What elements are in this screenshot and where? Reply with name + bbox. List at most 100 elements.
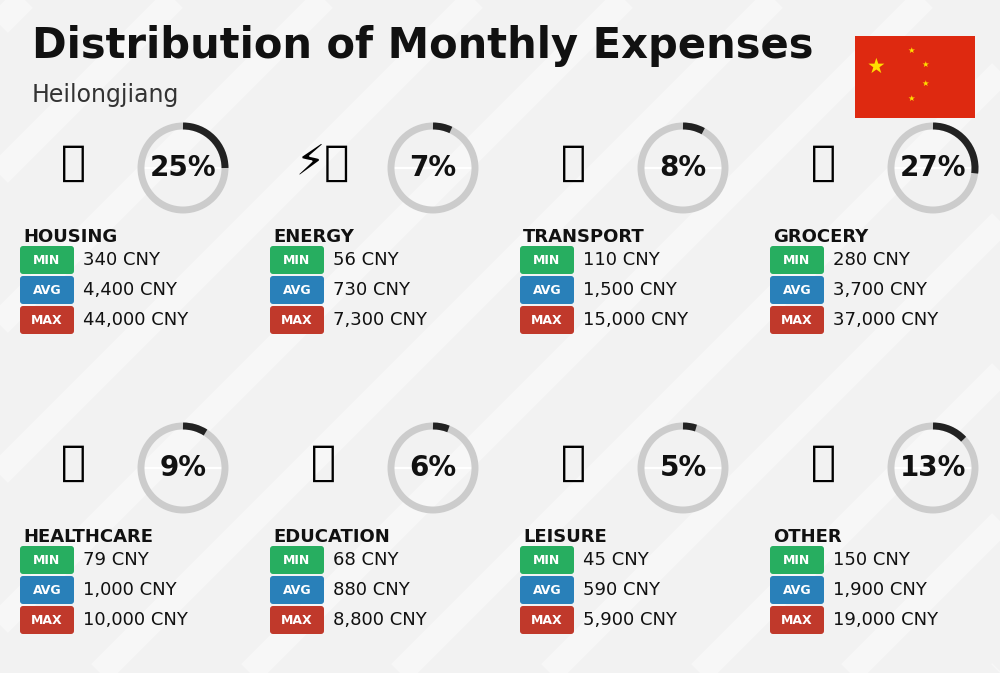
Text: AVG: AVG [33, 583, 61, 596]
Text: 1,900 CNY: 1,900 CNY [833, 581, 927, 599]
Text: 45 CNY: 45 CNY [583, 551, 649, 569]
Text: 110 CNY: 110 CNY [583, 251, 660, 269]
Text: GROCERY: GROCERY [773, 228, 868, 246]
FancyBboxPatch shape [20, 606, 74, 634]
Text: 5,900 CNY: 5,900 CNY [583, 611, 677, 629]
Text: 150 CNY: 150 CNY [833, 551, 910, 569]
Text: 🚌: 🚌 [560, 142, 586, 184]
Text: ENERGY: ENERGY [273, 228, 354, 246]
Text: TRANSPORT: TRANSPORT [523, 228, 645, 246]
Text: 9%: 9% [159, 454, 206, 482]
Text: 340 CNY: 340 CNY [83, 251, 160, 269]
FancyBboxPatch shape [770, 306, 824, 334]
FancyBboxPatch shape [520, 276, 574, 304]
Text: AVG: AVG [533, 583, 561, 596]
Text: MAX: MAX [531, 314, 563, 326]
Text: MAX: MAX [31, 614, 63, 627]
FancyBboxPatch shape [520, 606, 574, 634]
Text: 8,800 CNY: 8,800 CNY [333, 611, 427, 629]
Text: 1,000 CNY: 1,000 CNY [83, 581, 177, 599]
Text: LEISURE: LEISURE [523, 528, 607, 546]
FancyBboxPatch shape [270, 546, 324, 574]
Text: MAX: MAX [781, 314, 813, 326]
Text: 8%: 8% [659, 154, 707, 182]
Text: 590 CNY: 590 CNY [583, 581, 660, 599]
Text: MAX: MAX [281, 614, 313, 627]
FancyBboxPatch shape [770, 576, 824, 604]
FancyBboxPatch shape [20, 306, 74, 334]
Text: 27%: 27% [900, 154, 966, 182]
Text: MIN: MIN [533, 553, 561, 567]
FancyBboxPatch shape [770, 246, 824, 274]
FancyBboxPatch shape [270, 276, 324, 304]
Text: HEALTHCARE: HEALTHCARE [23, 528, 153, 546]
Text: 4,400 CNY: 4,400 CNY [83, 281, 177, 299]
FancyBboxPatch shape [520, 306, 574, 334]
Text: 44,000 CNY: 44,000 CNY [83, 311, 188, 329]
Text: 🎓: 🎓 [311, 442, 336, 484]
FancyBboxPatch shape [770, 276, 824, 304]
FancyBboxPatch shape [770, 606, 824, 634]
Text: 1,500 CNY: 1,500 CNY [583, 281, 677, 299]
Text: AVG: AVG [33, 283, 61, 297]
Text: ★: ★ [921, 60, 929, 69]
Text: AVG: AVG [783, 283, 811, 297]
Text: 37,000 CNY: 37,000 CNY [833, 311, 938, 329]
Text: MIN: MIN [33, 553, 61, 567]
Text: ⚡🏠: ⚡🏠 [296, 142, 350, 184]
Text: 💓: 💓 [60, 442, 86, 484]
Text: 880 CNY: 880 CNY [333, 581, 410, 599]
FancyBboxPatch shape [270, 246, 324, 274]
Text: EDUCATION: EDUCATION [273, 528, 390, 546]
Text: 68 CNY: 68 CNY [333, 551, 398, 569]
Text: ★: ★ [907, 46, 915, 55]
Text: Distribution of Monthly Expenses: Distribution of Monthly Expenses [32, 25, 814, 67]
Text: AVG: AVG [283, 283, 311, 297]
FancyBboxPatch shape [270, 576, 324, 604]
FancyBboxPatch shape [855, 36, 975, 118]
FancyBboxPatch shape [20, 246, 74, 274]
FancyBboxPatch shape [520, 246, 574, 274]
Text: ★: ★ [907, 94, 915, 103]
Text: 🛍: 🛍 [560, 442, 586, 484]
Text: MAX: MAX [31, 314, 63, 326]
Text: MIN: MIN [533, 254, 561, 267]
Text: 25%: 25% [150, 154, 216, 182]
Text: AVG: AVG [533, 283, 561, 297]
Text: 730 CNY: 730 CNY [333, 281, 410, 299]
FancyBboxPatch shape [20, 276, 74, 304]
Text: 6%: 6% [409, 454, 457, 482]
Text: 🛒: 🛒 [810, 142, 836, 184]
Text: MIN: MIN [33, 254, 61, 267]
Text: Heilongjiang: Heilongjiang [32, 83, 179, 107]
Text: MIN: MIN [783, 553, 811, 567]
Text: 5%: 5% [659, 454, 707, 482]
Text: ★: ★ [921, 79, 929, 88]
Text: 10,000 CNY: 10,000 CNY [83, 611, 188, 629]
Text: ★: ★ [867, 57, 885, 77]
Text: 💰: 💰 [810, 442, 836, 484]
FancyBboxPatch shape [520, 546, 574, 574]
FancyBboxPatch shape [20, 576, 74, 604]
Text: 79 CNY: 79 CNY [83, 551, 149, 569]
Text: HOUSING: HOUSING [23, 228, 117, 246]
FancyBboxPatch shape [270, 606, 324, 634]
FancyBboxPatch shape [520, 576, 574, 604]
Text: OTHER: OTHER [773, 528, 842, 546]
Text: MIN: MIN [283, 553, 311, 567]
FancyBboxPatch shape [270, 306, 324, 334]
Text: AVG: AVG [783, 583, 811, 596]
Text: MAX: MAX [281, 314, 313, 326]
FancyBboxPatch shape [20, 546, 74, 574]
Text: MAX: MAX [781, 614, 813, 627]
Text: MIN: MIN [783, 254, 811, 267]
FancyBboxPatch shape [770, 546, 824, 574]
Text: 7,300 CNY: 7,300 CNY [333, 311, 427, 329]
Text: 56 CNY: 56 CNY [333, 251, 399, 269]
Text: AVG: AVG [283, 583, 311, 596]
Text: MAX: MAX [531, 614, 563, 627]
Text: 7%: 7% [409, 154, 457, 182]
Text: MIN: MIN [283, 254, 311, 267]
Text: 13%: 13% [900, 454, 966, 482]
Text: 15,000 CNY: 15,000 CNY [583, 311, 688, 329]
